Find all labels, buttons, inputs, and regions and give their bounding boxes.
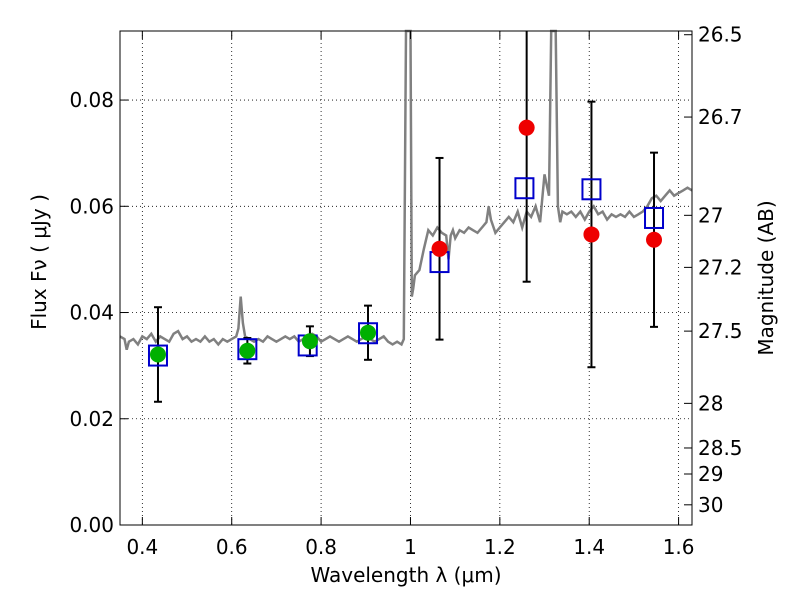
observed-point <box>149 346 166 363</box>
y-axis-title: Flux Fν ( μJy ) <box>27 194 51 330</box>
observed-point <box>239 342 256 359</box>
x-tick-label: 1 <box>404 535 417 559</box>
model-photometry-square <box>358 322 379 345</box>
axis-ticks <box>120 31 692 526</box>
observed-point <box>583 226 600 243</box>
model-photometry-square <box>581 178 602 201</box>
right-tick-label: 26.7 <box>698 105 743 129</box>
x-axis-title: Wavelength λ (μm) <box>310 563 501 587</box>
model-photometry-square <box>514 177 535 200</box>
right-tick-label: 26.5 <box>698 23 743 47</box>
y-tick-label: 0.08 <box>69 88 114 112</box>
right-tick-label: 27 <box>698 203 723 227</box>
y-tick-labels: 0.00 0.02 0.04 0.06 0.08 <box>69 88 114 537</box>
y-tick-label: 0.06 <box>69 194 114 218</box>
x-tick-label: 1.4 <box>573 535 605 559</box>
model-photometry-square <box>644 206 665 229</box>
observed-point <box>431 240 448 257</box>
x-tick-label: 1.6 <box>663 535 695 559</box>
x-tick-label: 0.4 <box>126 535 158 559</box>
right-tick-label: 27.5 <box>698 319 743 343</box>
x-tick-labels: 0.4 0.6 0.8 1 1.2 1.4 1.6 <box>126 535 694 559</box>
observed-point <box>301 333 318 350</box>
x-tick-label: 0.6 <box>216 535 248 559</box>
model-photometry-square <box>237 338 258 361</box>
observed-point <box>646 231 663 248</box>
observed-point <box>518 119 535 136</box>
right-axis-title: Magnitude (AB) <box>754 200 778 355</box>
x-tick-label: 0.8 <box>305 535 337 559</box>
y-tick-label: 0.00 <box>69 513 114 537</box>
right-tick-labels: 26.5 26.7 27 27.2 27.5 28 28.529 30 <box>698 23 743 517</box>
observed-points <box>149 119 663 363</box>
x-tick-label: 1.2 <box>484 535 516 559</box>
right-tick-label: 27.2 <box>698 255 743 279</box>
model-photometry-square <box>147 344 168 367</box>
plot-frame <box>119 30 693 526</box>
y-tick-label: 0.02 <box>69 407 114 431</box>
right-tick-label: 28 <box>698 391 723 415</box>
y-tick-label: 0.04 <box>69 301 114 325</box>
model-photometry-points <box>147 177 665 367</box>
right-tick-label: 30 <box>698 493 723 517</box>
right-tick-label: 28.5 <box>698 436 743 460</box>
observed-point <box>360 324 377 341</box>
right-tick-label: 29 <box>698 462 723 486</box>
